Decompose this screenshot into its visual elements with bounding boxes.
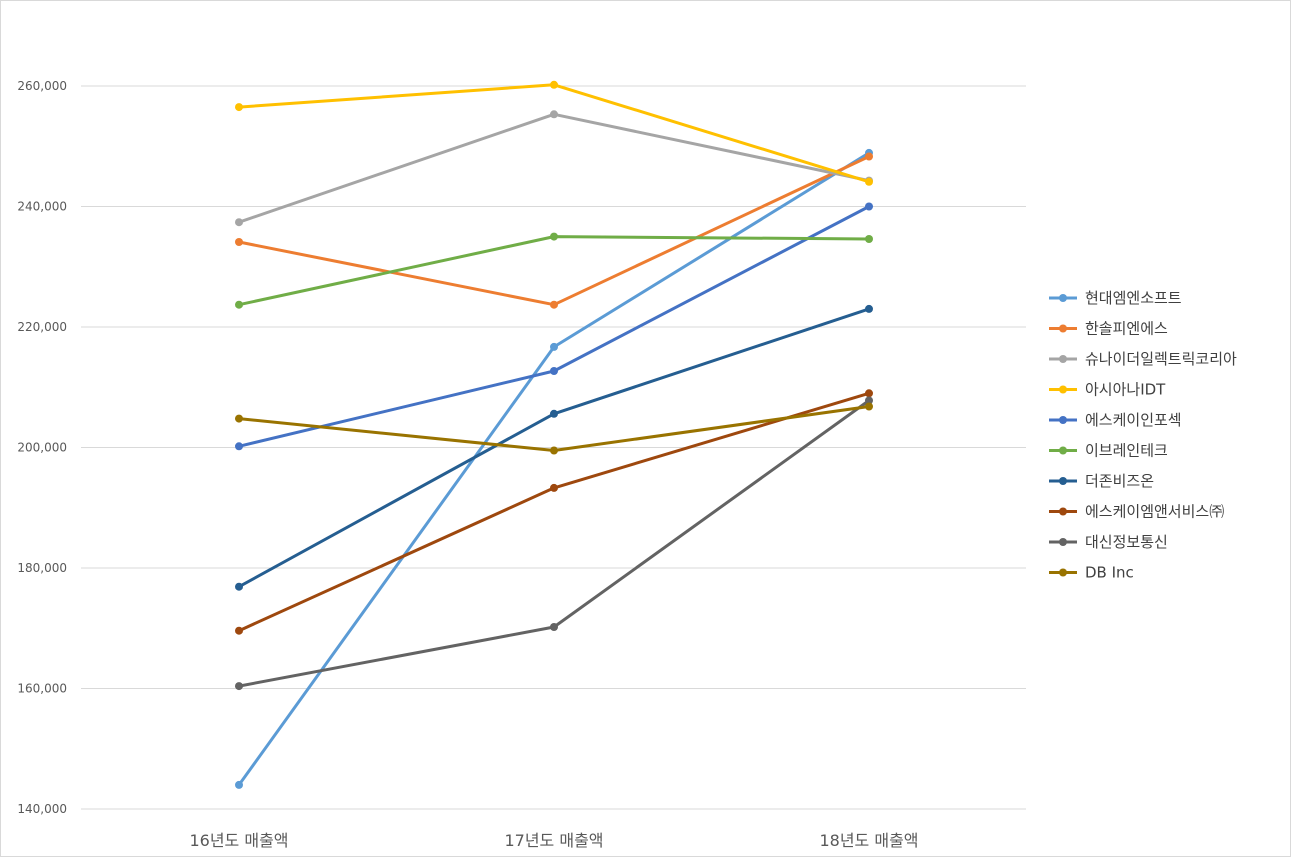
legend-marker (1059, 385, 1067, 394)
legend-item: 한솔피엔에스 (1049, 320, 1168, 338)
legend-item: 아시아나IDT (1049, 381, 1166, 399)
x-category-label: 17년도 매출액 (504, 831, 603, 850)
legend-item: 에스케이인포섹 (1049, 411, 1182, 429)
data-point (550, 483, 558, 492)
legend-label: 에스케이엠앤서비스㈜ (1085, 503, 1224, 521)
series-group (235, 232, 873, 309)
data-point (550, 409, 558, 418)
series-group (235, 396, 873, 691)
series-line (237, 399, 871, 688)
data-point (235, 682, 243, 691)
legend-item: 에스케이엠앤서비스㈜ (1049, 503, 1224, 521)
data-point (235, 626, 243, 635)
data-point (550, 623, 558, 631)
legend-label: 더존비즈온 (1085, 472, 1154, 490)
series-line (237, 235, 871, 307)
series-group (235, 304, 873, 591)
data-point (235, 780, 243, 789)
y-tick-label: 220,000 (17, 320, 67, 334)
x-category-label: 16년도 매출액 (189, 831, 288, 850)
data-point (235, 300, 243, 309)
data-point (235, 238, 243, 246)
legend-marker (1059, 355, 1067, 363)
data-point (550, 342, 558, 351)
y-tick-label: 200,000 (17, 441, 67, 455)
y-tick-label: 260,000 (17, 79, 67, 93)
legend-label: 아시아나IDT (1085, 381, 1166, 399)
legend-item: 대신정보통신 (1049, 533, 1168, 551)
data-point (865, 389, 873, 398)
legend-label: 이브레인테크 (1085, 442, 1168, 460)
legend-marker (1059, 416, 1067, 424)
data-point (550, 446, 558, 455)
data-point (550, 80, 558, 89)
data-point (235, 218, 243, 227)
data-point (865, 304, 873, 313)
legend-item: 현대엠엔소프트 (1049, 289, 1182, 307)
data-point (865, 177, 873, 186)
legend-label: 슈나이더일렉트릭코리아 (1085, 350, 1237, 368)
legend-item: 슈나이더일렉트릭코리아 (1049, 350, 1237, 368)
series-group (235, 152, 873, 309)
data-point (235, 414, 243, 423)
axis-labels: 140,000 160,000 180,000 200,000 220,000 240,0… (17, 79, 918, 850)
legend-label: 에스케이인포섹 (1085, 411, 1182, 429)
data-point (865, 202, 873, 211)
data-point (865, 235, 873, 243)
legend-item: 이브레인테크 (1049, 442, 1168, 460)
legend-label: 대신정보통신 (1085, 533, 1168, 551)
data-point (550, 232, 558, 241)
legend-item: DB Inc (1049, 564, 1134, 582)
data-point (865, 152, 873, 161)
legend-label: 한솔피엔에스 (1085, 320, 1168, 338)
series-group (235, 402, 873, 455)
legend-marker (1059, 538, 1067, 546)
series-line (237, 83, 871, 184)
series-group (235, 148, 873, 789)
series-group (235, 80, 873, 186)
y-tick-label: 240,000 (17, 200, 67, 214)
legend-marker (1059, 324, 1067, 333)
series-group (235, 389, 873, 635)
data-point (235, 582, 243, 591)
legend-marker (1059, 507, 1067, 516)
legend-marker (1059, 568, 1067, 577)
y-tick-label: 160,000 (17, 682, 67, 696)
x-category-label: 18년도 매출액 (819, 831, 918, 850)
series-group (235, 202, 873, 451)
legend-label: DB Inc (1085, 564, 1134, 582)
data-point (235, 103, 243, 112)
legend-marker (1059, 294, 1067, 302)
series-lines (235, 80, 873, 789)
y-tick-label: 140,000 (17, 802, 67, 816)
data-point (865, 402, 873, 411)
data-point (550, 110, 558, 119)
data-point (235, 442, 243, 451)
series-line (237, 155, 871, 307)
legend-marker (1059, 477, 1067, 485)
legend-marker (1059, 446, 1067, 455)
data-point (550, 300, 558, 309)
legend-label: 현대엠엔소프트 (1085, 289, 1182, 307)
y-tick-label: 180,000 (17, 561, 67, 575)
data-point (865, 396, 873, 405)
data-point (550, 367, 558, 375)
legend-item: 더존비즈온 (1049, 472, 1154, 490)
